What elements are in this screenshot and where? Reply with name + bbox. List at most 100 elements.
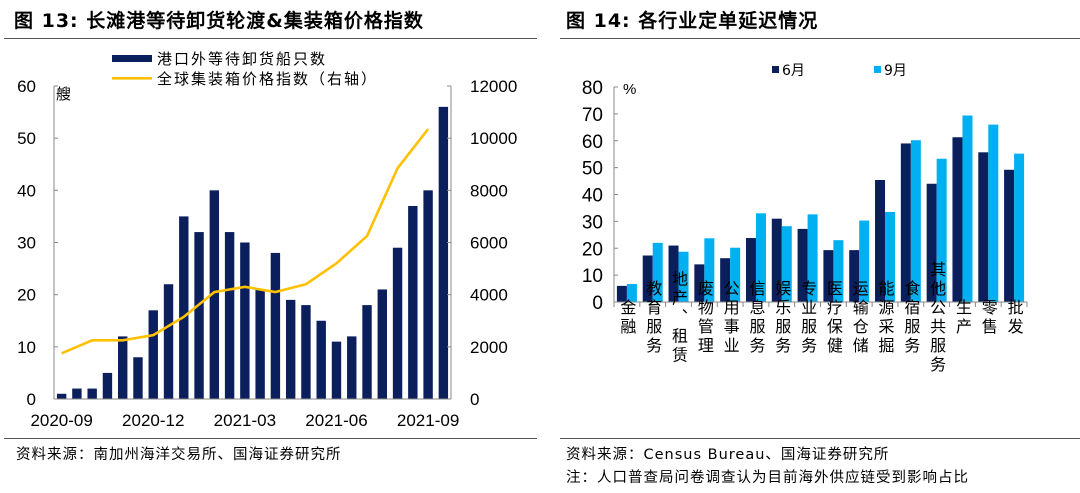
right-chart-y-tick-label: 70 xyxy=(582,105,603,126)
left-source-rule xyxy=(4,438,537,439)
right-y-tick-label: 12000 xyxy=(470,77,517,96)
legend-label-june: 6月 xyxy=(782,63,805,79)
right-y-unit-label: % xyxy=(623,81,636,98)
left-chart-title: 图 13: 长滩港等待卸货轮渡&集装箱价格指数 xyxy=(14,10,424,32)
bar-waiting-ships xyxy=(301,305,311,399)
bar-waiting-ships xyxy=(194,232,204,399)
legend-swatch-september xyxy=(874,66,881,73)
bar-waiting-ships xyxy=(255,289,265,399)
x-tick-label: 2020-09 xyxy=(30,411,92,430)
bar-waiting-ships xyxy=(270,252,281,399)
bar-waiting-ships xyxy=(87,388,97,399)
bar-september xyxy=(936,158,947,302)
category-label: 能源采掘 xyxy=(876,280,895,356)
legend-swatch-june xyxy=(772,66,779,73)
bar-june xyxy=(720,258,731,302)
bar-june xyxy=(849,250,860,302)
bar-waiting-ships xyxy=(102,372,113,399)
left-title-rule xyxy=(4,38,537,39)
bar-waiting-ships xyxy=(331,341,342,399)
category-label: 信息服务 xyxy=(746,280,765,356)
right-y-tick-label: 0 xyxy=(470,390,479,409)
bar-waiting-ships xyxy=(392,247,403,399)
right-chart-title: 图 14: 各行业定单延迟情况 xyxy=(566,10,819,32)
bar-june xyxy=(823,250,834,302)
bar-waiting-ships xyxy=(148,310,158,399)
category-label: 零售 xyxy=(979,299,998,337)
bar-waiting-ships xyxy=(224,232,235,399)
bar-waiting-ships xyxy=(179,216,189,399)
bar-waiting-ships xyxy=(362,305,372,399)
bar-waiting-ships xyxy=(72,388,82,399)
left-y-tick-label: 0 xyxy=(27,390,36,409)
left-y-tick-label: 20 xyxy=(17,286,36,305)
category-label: 医疗保健 xyxy=(824,280,843,356)
right-source: 资料来源：Census Bureau、国海证券研究所 xyxy=(566,447,890,463)
bar-september xyxy=(807,214,818,302)
bar-june xyxy=(900,143,911,302)
category-label: 教育服务 xyxy=(643,280,662,356)
bar-waiting-ships xyxy=(163,284,174,399)
legend-swatch-bar xyxy=(112,55,152,62)
bar-june xyxy=(694,264,705,302)
bar-june xyxy=(668,245,679,302)
right-note: 注：人口普查局问卷调查认为目前海外供应链受到影响占比 xyxy=(566,470,969,486)
bar-june xyxy=(1004,169,1015,302)
bar-september xyxy=(859,220,870,302)
category-label: 公用事业 xyxy=(721,280,740,356)
x-tick-label: 2021-09 xyxy=(397,411,459,430)
bar-june xyxy=(745,238,756,302)
bar-june xyxy=(952,137,963,302)
right-chart-y-tick-label: 60 xyxy=(582,132,603,153)
bar-waiting-ships xyxy=(240,242,250,399)
bar-september xyxy=(1014,153,1025,302)
left-y-tick-label: 40 xyxy=(17,181,36,200)
right-title-rule xyxy=(560,38,1080,39)
right-y-tick-label: 2000 xyxy=(470,338,508,357)
bar-june xyxy=(642,255,653,302)
bar-june xyxy=(926,183,937,302)
bar-waiting-ships xyxy=(408,205,418,399)
bar-june xyxy=(978,152,989,302)
bar-waiting-ships xyxy=(209,190,220,399)
x-tick-label: 2021-03 xyxy=(214,411,276,430)
bar-june xyxy=(616,285,627,302)
category-label: 其他公共服务 xyxy=(927,261,946,375)
right-chart-y-tick-label: 0 xyxy=(592,293,603,314)
y-unit-label: 艘 xyxy=(56,85,71,103)
bar-june xyxy=(771,218,782,302)
legend-swatch-line xyxy=(112,77,152,80)
bar-september xyxy=(678,251,689,302)
category-label: 专业服务 xyxy=(798,280,817,356)
left-y-tick-label: 10 xyxy=(17,338,36,357)
bar-waiting-ships xyxy=(118,336,128,399)
right-chart-y-tick-label: 20 xyxy=(582,239,603,260)
category-label: 食宿服务 xyxy=(901,280,920,356)
right-chart-y-tick-label: 30 xyxy=(582,212,603,233)
bar-september xyxy=(910,140,921,302)
right-y-tick-label: 4000 xyxy=(470,286,508,305)
right-source-rule xyxy=(560,438,1080,439)
bar-june xyxy=(797,228,808,302)
bar-september xyxy=(833,240,844,302)
bar-september xyxy=(652,242,663,302)
x-tick-label: 2020-12 xyxy=(122,411,184,430)
bar-september xyxy=(962,115,973,302)
bar-september xyxy=(988,124,999,302)
bar-september xyxy=(755,213,766,302)
right-y-tick-label: 10000 xyxy=(470,129,517,148)
bar-waiting-ships xyxy=(347,336,357,399)
right-y-tick-label: 6000 xyxy=(470,234,508,253)
bar-waiting-ships xyxy=(377,289,387,399)
bar-waiting-ships xyxy=(423,190,433,399)
legend-label-september: 9月 xyxy=(884,63,907,79)
x-tick-label: 2021-06 xyxy=(305,411,367,430)
bar-september xyxy=(885,211,896,302)
category-label: 生产 xyxy=(953,299,972,337)
bar-september xyxy=(704,238,715,302)
category-label: 批发 xyxy=(1005,299,1024,337)
right-chart-y-tick-label: 10 xyxy=(582,266,603,287)
left-y-tick-label: 60 xyxy=(17,77,36,96)
right-chart-y-tick-label: 80 xyxy=(582,78,603,99)
